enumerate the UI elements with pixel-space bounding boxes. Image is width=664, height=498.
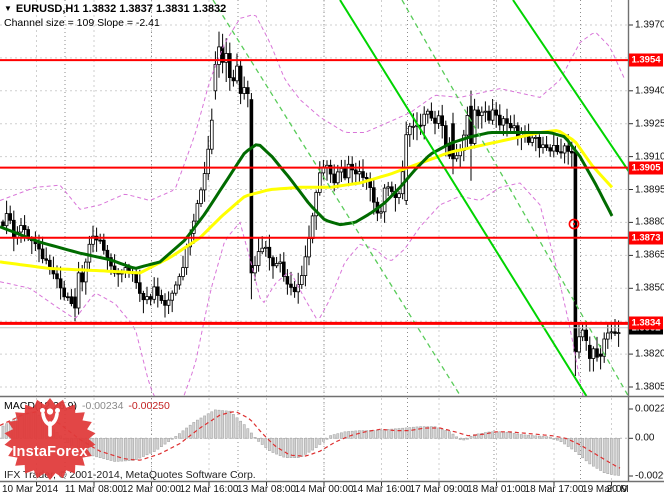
upper-band-line xyxy=(0,14,625,210)
time-tick-label: 18 Mar 01:00 xyxy=(467,484,526,495)
symbol-dropdown-icon[interactable]: ▼ xyxy=(4,4,12,13)
time-tick-label: 10 Mar 2014 xyxy=(2,484,59,495)
macd-signal-line xyxy=(0,410,621,469)
price-axis[interactable]: 1.3970 1.3940 1.3925 1.3910 1.3895 1.3880 1.38… xyxy=(628,0,664,482)
time-tick-label: 14 Mar 16:00 xyxy=(352,484,411,495)
macd-tick-label: 0.00 xyxy=(635,432,655,444)
price-tick-label: 1.3910 xyxy=(635,151,664,163)
macd-indicator-label: MACD(12,26,9) -0.00234 -0.00250 xyxy=(4,400,170,412)
time-tick-label: 14 Mar 00:00 xyxy=(294,484,354,495)
axis-tick-marks xyxy=(36,24,633,486)
time-tick-label: 17 Mar 09:00 xyxy=(409,484,469,495)
chart-header: ▼ EURUSD,H1 1.3832 1.3837 1.3831 1.3832 xyxy=(4,3,226,15)
copyright-label: IFX Trader, © 2001-2014, MetaQuotes Soft… xyxy=(4,469,256,481)
macd-tick-label: -0.00292 xyxy=(635,470,664,482)
price-tick-label: 1.3820 xyxy=(635,348,664,360)
macd-signal-value: -0.00250 xyxy=(128,400,170,412)
price-tick-label: 1.3925 xyxy=(635,118,664,130)
time-tick-label: 18 Mar 17:00 xyxy=(524,484,584,495)
candlestick-series[interactable] xyxy=(1,31,621,376)
level-price-badge: 1.3834 xyxy=(629,316,663,330)
price-tick-label: 1.3895 xyxy=(635,184,664,195)
time-tick-label: 13 Mar 08:00 xyxy=(237,484,296,495)
fast-ma-line xyxy=(0,131,614,270)
slow-ma-line xyxy=(0,129,614,275)
price-tick-label: 1.3880 xyxy=(635,216,664,228)
price-tick-label: 1.3940 xyxy=(635,85,664,97)
time-tick-label: 11 Mar 08:00 xyxy=(64,484,124,495)
price-tick-label: 1.3805 xyxy=(635,381,664,393)
price-tick-label: 1.3865 xyxy=(635,249,664,261)
trend-channel-lines[interactable] xyxy=(212,0,664,396)
macd-name-label: MACD(12,26,9) xyxy=(4,400,77,412)
level-price-badge: 1.3954 xyxy=(629,53,663,67)
price-tick-label: 1.3850 xyxy=(635,282,664,294)
time-tick-label: 20 Mar 01:00 xyxy=(606,484,628,495)
macd-tick-label: 0.00227 xyxy=(635,403,664,415)
channel-info-label: Channel size = 109 Slope = -2.41 xyxy=(4,17,160,29)
level-price-badge: 1.3873 xyxy=(629,231,663,245)
price-tick-label: 1.3970 xyxy=(635,19,664,31)
time-tick-label: 12 Mar 16:00 xyxy=(179,484,239,495)
time-axis[interactable]: 10 Mar 2014 11 Mar 08:00 12 Mar 00:00 12 Ma… xyxy=(0,483,628,498)
time-tick-label: 19 Mar 09:00 xyxy=(582,484,628,495)
level-price-badge: 1.3905 xyxy=(629,161,663,175)
key-level-lines[interactable] xyxy=(0,59,628,329)
macd-main-value: -0.00234 xyxy=(81,400,124,412)
lower-band-line xyxy=(0,182,584,396)
time-tick-label: 12 Mar 00:00 xyxy=(122,484,181,495)
symbol-ohlc-label: EURUSD,H1 1.3832 1.3837 1.3831 1.3832 xyxy=(15,3,227,15)
sell-signal-marker xyxy=(568,218,580,230)
